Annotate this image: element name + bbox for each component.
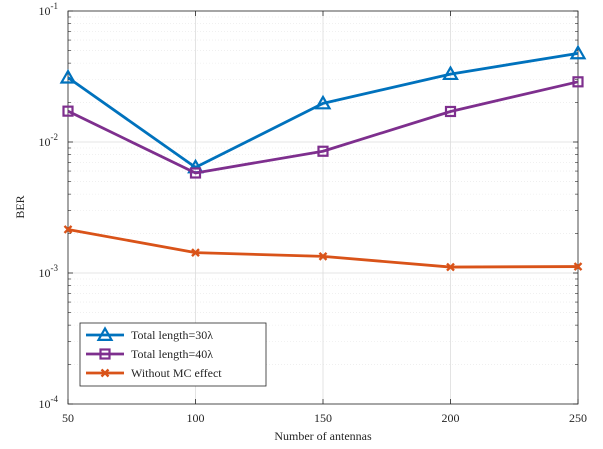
square-marker — [189, 167, 202, 179]
legend-item: Total length=30λ — [86, 326, 213, 342]
legend: Total length=30λ Total length=40λ Without … — [79, 322, 267, 387]
series-layer — [59, 44, 587, 272]
triangle-marker — [569, 44, 587, 60]
triangle-marker — [96, 326, 114, 341]
x-axis-label: Number of antennas — [274, 429, 372, 443]
x-tick-label: 250 — [569, 411, 587, 425]
y-tick-labels: 10-1 10-2 10-3 10-4 — [39, 1, 59, 411]
x-marker — [318, 252, 328, 261]
series — [62, 76, 584, 179]
x-tick-labels: 50 100 150 200 250 — [62, 411, 587, 425]
x-marker — [100, 368, 110, 378]
legend-item: Without MC effect — [86, 366, 222, 380]
axis-ticks — [67, 10, 579, 405]
square-marker — [572, 76, 584, 88]
x-marker — [446, 262, 455, 272]
series — [63, 225, 583, 272]
triangle-marker — [314, 94, 332, 110]
y-tick-label: 10-2 — [39, 132, 59, 149]
y-axis-label: BER — [13, 195, 27, 218]
triangle-marker — [59, 68, 77, 84]
y-tick-label: 10-4 — [39, 394, 59, 411]
x-tick-label: 50 — [62, 411, 74, 425]
square-marker — [62, 105, 74, 117]
x-marker — [63, 225, 73, 234]
triangle-marker — [442, 65, 459, 81]
square-marker — [99, 348, 111, 360]
legend-label: Without MC effect — [131, 366, 222, 380]
y-tick-label: 10-3 — [39, 263, 59, 280]
x-marker — [191, 248, 200, 257]
x-marker — [573, 262, 583, 271]
x-tick-label: 200 — [442, 411, 460, 425]
square-marker — [317, 145, 329, 157]
x-tick-label: 100 — [187, 411, 205, 425]
square-marker — [444, 105, 457, 118]
legend-label: Total length=30λ — [131, 328, 213, 342]
x-tick-label: 150 — [314, 411, 332, 425]
series-line — [67, 51, 579, 169]
y-tick-label: 10-1 — [39, 1, 59, 18]
legend-label: Total length=40λ — [131, 347, 213, 361]
series-line — [67, 80, 579, 175]
legend-item: Total length=40λ — [86, 347, 213, 361]
